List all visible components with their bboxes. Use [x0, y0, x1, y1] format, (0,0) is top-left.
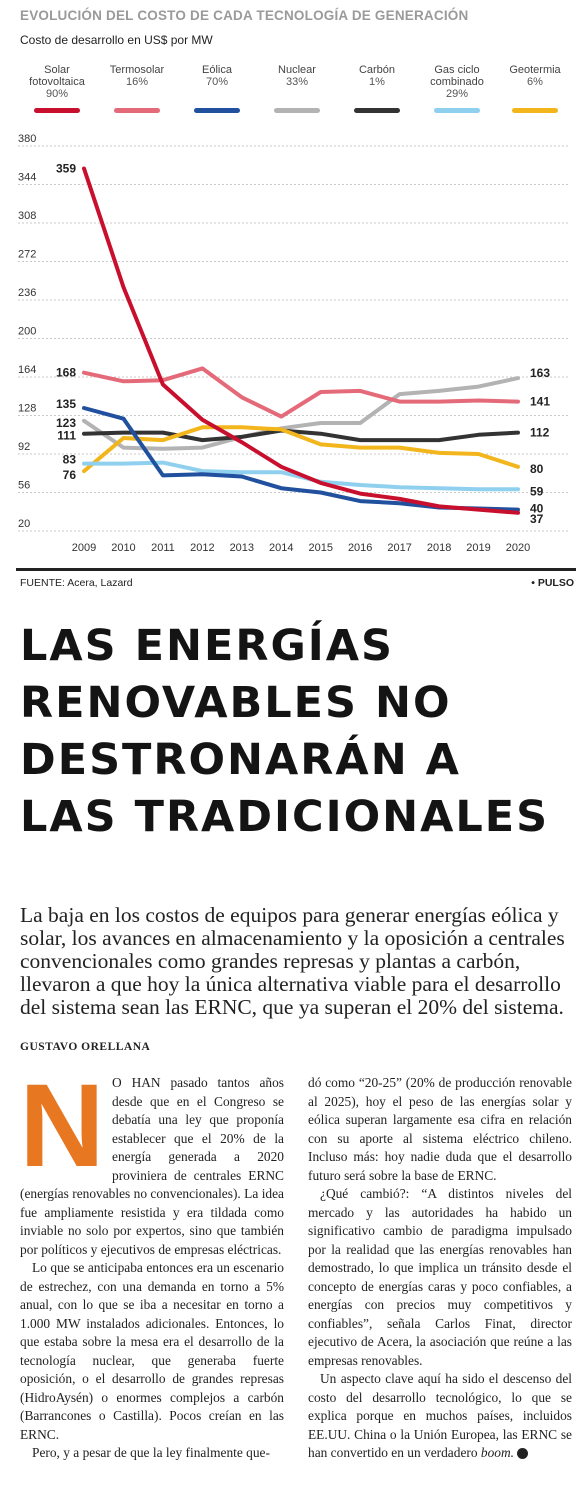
legend-label: Nuclear [278, 64, 316, 76]
legend-swatch [274, 108, 320, 113]
body-text: Un aspecto clave aquí ha sido el descens… [308, 1371, 572, 1460]
series-line [82, 428, 520, 443]
series-end-label: 112 [530, 426, 550, 440]
series-end-label: 37 [530, 512, 544, 526]
series-end-label: 141 [530, 395, 550, 409]
series-start-label: 359 [56, 161, 76, 175]
cost-line-chart: 20 56 92 128 164 200 236 272 308 344 380 2009 2010 20… [18, 133, 570, 554]
x-tick-label: 2012 [190, 542, 214, 554]
legend-label: Gas ciclo [434, 64, 480, 76]
y-tick-label: 92 [18, 441, 30, 453]
legend-swatch [194, 108, 240, 113]
legend-item: Carbón 1% [336, 64, 418, 113]
legend-item: Eólica 70% [176, 64, 258, 113]
x-tick-label: 2013 [230, 542, 254, 554]
legend-item: Gas ciclo combinado 29% [416, 64, 498, 113]
series-start-label: 135 [56, 397, 76, 411]
series-line [82, 425, 520, 474]
series-end-label: 80 [530, 462, 544, 476]
legend-swatch [354, 108, 400, 113]
series-line [82, 406, 520, 512]
legend-label: Carbón [358, 64, 396, 76]
x-tick-label: 2019 [466, 542, 490, 554]
y-tick-label: 380 [18, 133, 36, 145]
y-tick-label: 164 [18, 364, 36, 376]
legend-percent: 29% [445, 88, 469, 100]
x-tick-label: 2010 [111, 542, 135, 554]
source-divider [16, 568, 576, 571]
chart-legend: Solar fotovoltaica 90% Termosolar 16% Eólica 7… [16, 64, 576, 124]
chart-kicker-title: EVOLUCIÓN DEL COSTO DE CADA TECNOLOGÍA D… [20, 8, 469, 23]
legend-label: Termosolar [109, 64, 165, 76]
series-end-label: 163 [530, 366, 550, 380]
source-note: FUENTE: Acera, Lazard [20, 577, 133, 589]
x-tick-label: 2009 [72, 542, 96, 554]
legend-swatch [34, 108, 80, 113]
legend-percent: 70% [205, 76, 229, 88]
series-end-label: 40 [530, 502, 544, 516]
body-paragraph: ¿Qué cambió?: “A distintos niveles del m… [308, 1186, 572, 1368]
series-start-label: 111 [57, 429, 76, 443]
x-tick-label: 2014 [269, 542, 293, 554]
x-tick-label: 2017 [387, 542, 411, 554]
legend-percent: 6% [527, 76, 543, 88]
series-end-label: 59 [530, 484, 544, 498]
article-column-left: N O HAN pasado tantos años desde que en … [19, 1060, 284, 1463]
legend-percent: 1% [369, 76, 385, 88]
chart-subtitle: Costo de desarrollo en US$ por MW [20, 33, 213, 47]
body-paragraph-last: Un aspecto clave aquí ha sido el descens… [308, 1370, 572, 1463]
series-line [82, 366, 520, 419]
legend-percent: 90% [45, 88, 69, 100]
legend-percent: 33% [285, 76, 309, 88]
x-tick-label: 2015 [308, 542, 332, 554]
legend-label: Solar [44, 64, 70, 76]
body-italic: boom. [480, 1445, 515, 1460]
legend-item: Solar fotovoltaica 90% [16, 64, 98, 113]
article-column-right: dó como “20-25” (20% de producción renov… [308, 1074, 572, 1463]
series-start-label: 123 [56, 416, 76, 430]
end-mark-icon: P [517, 1448, 535, 1459]
y-tick-label: 272 [18, 249, 36, 261]
headline-line: LAS ENERGÍAS [20, 621, 395, 671]
x-tick-label: 2016 [348, 542, 372, 554]
body-paragraph: Lo que se anticipaba entonces era un esc… [20, 1260, 284, 1442]
legend-swatch [512, 108, 558, 113]
y-tick-label: 200 [18, 326, 36, 338]
body-paragraph: dó como “20-25” (20% de producción renov… [308, 1075, 572, 1183]
y-tick-label: 344 [18, 172, 36, 184]
legend-label: fotovoltaica [29, 76, 85, 88]
article-byline: GUSTAVO ORELLANA [20, 1041, 151, 1053]
headline-line: DESTRONARÁN A [20, 735, 461, 785]
series-start-label: 76 [63, 468, 77, 482]
body-paragraph: Pero, y a pesar de que la ley finalmente… [32, 1445, 270, 1460]
legend-label: Geotermia [509, 64, 561, 76]
legend-item: Termosolar 16% [96, 64, 178, 113]
y-tick-label: 20 [18, 518, 30, 530]
article-lede: La baja en los costos de equipos para ge… [20, 903, 565, 1019]
legend-swatch [434, 108, 480, 113]
series-line [82, 166, 520, 515]
y-tick-label: 56 [18, 480, 30, 492]
x-tick-label: 2011 [151, 542, 175, 554]
drop-cap: N [19, 1060, 105, 1192]
headline-line: RENOVABLES NO [20, 678, 452, 728]
series-line [82, 376, 520, 451]
y-tick-label: 236 [18, 287, 36, 299]
x-tick-label: 2020 [506, 542, 530, 554]
legend-swatch [114, 108, 160, 113]
article-headline: LAS ENERGÍAS RENOVABLES NO DESTRONARÁN A LA… [20, 618, 580, 846]
legend-label: combinado [430, 76, 484, 88]
x-tick-label: 2018 [427, 542, 451, 554]
y-tick-label: 128 [18, 403, 36, 415]
legend-label: Eólica [202, 64, 232, 76]
legend-item: Geotermia 6% [494, 64, 576, 113]
legend-item: Nuclear 33% [256, 64, 338, 113]
y-tick-label: 308 [18, 210, 36, 222]
brand-mark: • PULSO [531, 577, 574, 589]
series-start-label: 83 [63, 453, 77, 467]
headline-line: LAS TRADICIONALES [20, 792, 550, 842]
series-start-label: 168 [56, 366, 76, 380]
legend-percent: 16% [125, 76, 149, 88]
body-paragraph: O HAN pasado tantos años desde que en el… [20, 1075, 284, 1257]
